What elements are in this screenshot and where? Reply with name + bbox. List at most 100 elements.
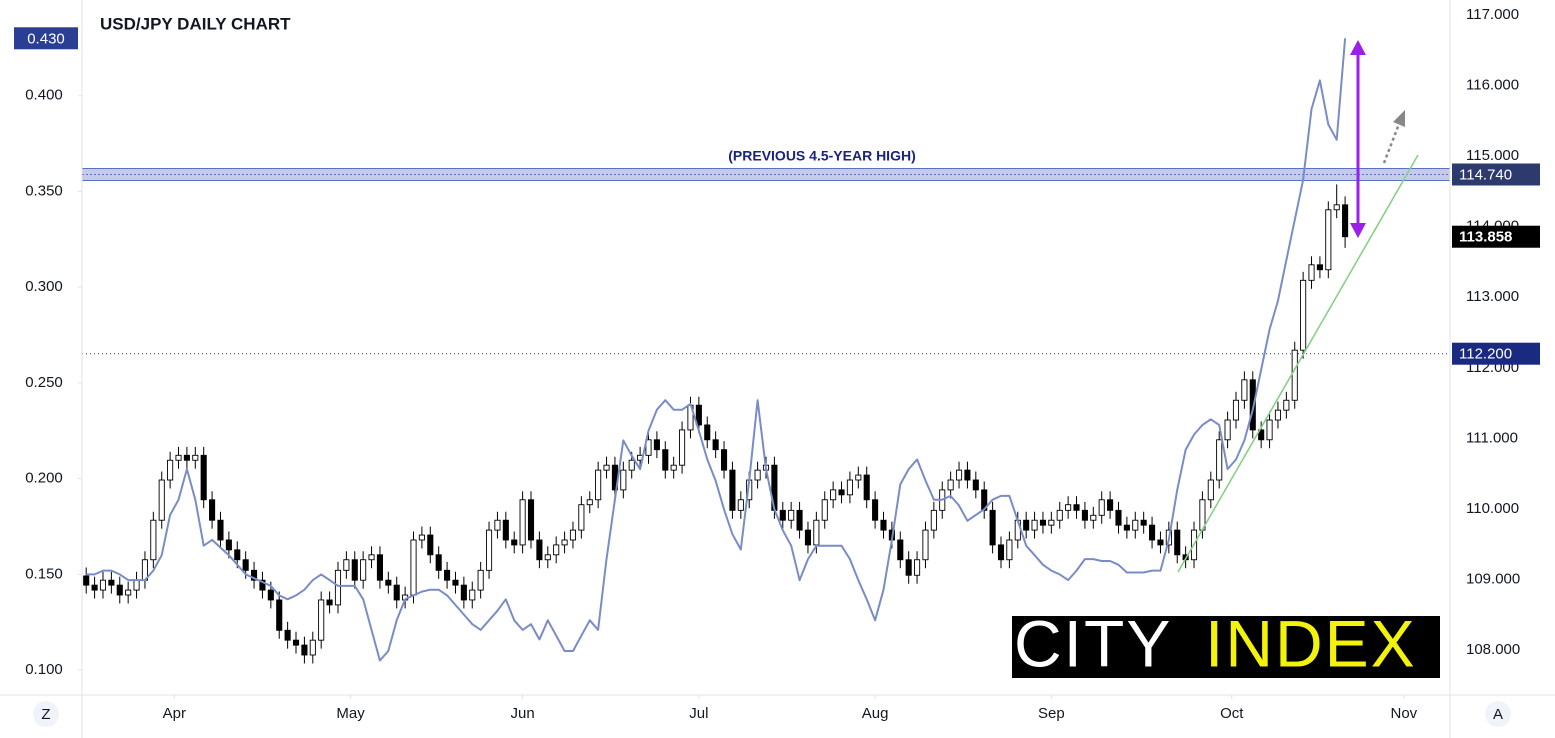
- candle-body: [1274, 409, 1282, 421]
- candle-body: [1123, 524, 1130, 531]
- candle-body: [1140, 519, 1147, 526]
- candle-body: [578, 504, 585, 531]
- candle-body: [1056, 509, 1063, 521]
- candle-body: [830, 489, 837, 501]
- candle-body: [360, 559, 367, 581]
- y2-tick-label: 0.150: [25, 565, 63, 582]
- candle-body: [796, 509, 803, 531]
- y-tick-label: 109.000: [1466, 570, 1520, 587]
- candle-body: [620, 469, 627, 491]
- button-label[interactable]: Z: [41, 706, 50, 723]
- candle-body: [175, 454, 182, 461]
- candle-body: [536, 539, 543, 561]
- candle-body: [519, 499, 526, 546]
- candle-body: [125, 589, 132, 596]
- candle-body: [1039, 519, 1047, 526]
- candle-body: [242, 559, 249, 571]
- candle-body: [653, 439, 660, 451]
- candle-body: [435, 554, 442, 571]
- logo: CITY INDEX: [1012, 606, 1440, 680]
- candle-body: [905, 559, 912, 576]
- price-badge-label: 112.200: [1459, 346, 1512, 363]
- candle-body: [1006, 539, 1013, 561]
- candle-body: [561, 539, 568, 546]
- candle-body: [200, 454, 207, 501]
- candle-body: [972, 479, 979, 491]
- candle-body: [1098, 499, 1105, 516]
- candle-body: [788, 509, 795, 521]
- candle-body: [326, 599, 333, 606]
- annotation: (PREVIOUS 4.5-YEAR HIGH): [728, 148, 915, 164]
- candle-body: [1316, 264, 1323, 271]
- candle-body: [1232, 399, 1240, 421]
- candle-body: [292, 639, 300, 646]
- candle-body: [1249, 379, 1256, 431]
- candle-body: [410, 539, 417, 596]
- candle-body: [368, 554, 375, 561]
- candle-body: [318, 599, 325, 641]
- candle-body: [1048, 519, 1055, 526]
- corner-button[interactable]: A: [1485, 701, 1511, 727]
- candle-body: [1023, 519, 1030, 531]
- candle-body: [452, 579, 459, 586]
- candle-body: [494, 519, 501, 531]
- candle-body: [544, 554, 551, 561]
- candle-body: [1107, 499, 1114, 511]
- candle-body: [1174, 529, 1181, 556]
- button-bg[interactable]: [1485, 701, 1511, 727]
- candle-body: [1291, 349, 1298, 401]
- candle-body: [1149, 524, 1156, 541]
- value-badge-label: 0.430: [27, 30, 65, 47]
- candle-body: [1090, 514, 1097, 521]
- candle-body: [309, 639, 316, 656]
- candle-body: [150, 519, 157, 561]
- candle-body: [527, 499, 535, 541]
- candle-body: [1132, 519, 1139, 531]
- candle-body: [259, 579, 266, 591]
- price-badge: [1452, 163, 1540, 186]
- candle-body: [628, 459, 635, 471]
- y2-tick-label: 0.250: [25, 374, 63, 391]
- x-tick-label: Apr: [163, 705, 186, 722]
- candle-body: [813, 519, 820, 546]
- y-tick-label: 117.000: [1466, 6, 1519, 23]
- candle-body: [880, 519, 887, 531]
- candle-body: [695, 404, 702, 426]
- candle-body: [754, 469, 761, 481]
- x-tick-label: Aug: [862, 705, 889, 722]
- plot-layer: [83, 38, 1349, 664]
- chart-title: USD/JPY DAILY CHART: [100, 14, 291, 33]
- candle-body: [1333, 204, 1340, 211]
- candle-body: [485, 529, 493, 571]
- candle-body: [91, 584, 98, 591]
- candle-body: [804, 529, 812, 546]
- candle-body: [250, 569, 258, 581]
- candle-body: [989, 509, 996, 546]
- candle-body: [276, 599, 283, 631]
- candle-body: [914, 559, 921, 576]
- candle-body: [460, 584, 467, 601]
- x-tick-label: Oct: [1220, 705, 1244, 722]
- candle-body: [1031, 519, 1038, 531]
- button-label[interactable]: A: [1493, 706, 1503, 723]
- candle-body: [645, 439, 652, 456]
- candle-body: [1241, 379, 1248, 401]
- range-arrow: [1350, 40, 1366, 238]
- candle-body: [737, 499, 744, 511]
- x-tick-label: Sep: [1038, 705, 1065, 722]
- candle-body: [284, 629, 291, 641]
- candle-body: [947, 479, 954, 491]
- corner-button[interactable]: Z: [33, 701, 59, 727]
- candle-body: [704, 424, 711, 441]
- button-bg[interactable]: [33, 701, 59, 727]
- candle-body: [964, 469, 971, 481]
- logo-text: CITY: [1014, 606, 1172, 680]
- x-tick-label: Nov: [1390, 705, 1417, 722]
- candle-body: [922, 529, 929, 561]
- y2-tick-label: 0.350: [25, 182, 63, 199]
- candle-body: [99, 579, 107, 591]
- candle-body: [1300, 279, 1307, 351]
- candle-body: [444, 569, 451, 581]
- logo-box: [1012, 616, 1440, 678]
- candle-body: [192, 454, 199, 461]
